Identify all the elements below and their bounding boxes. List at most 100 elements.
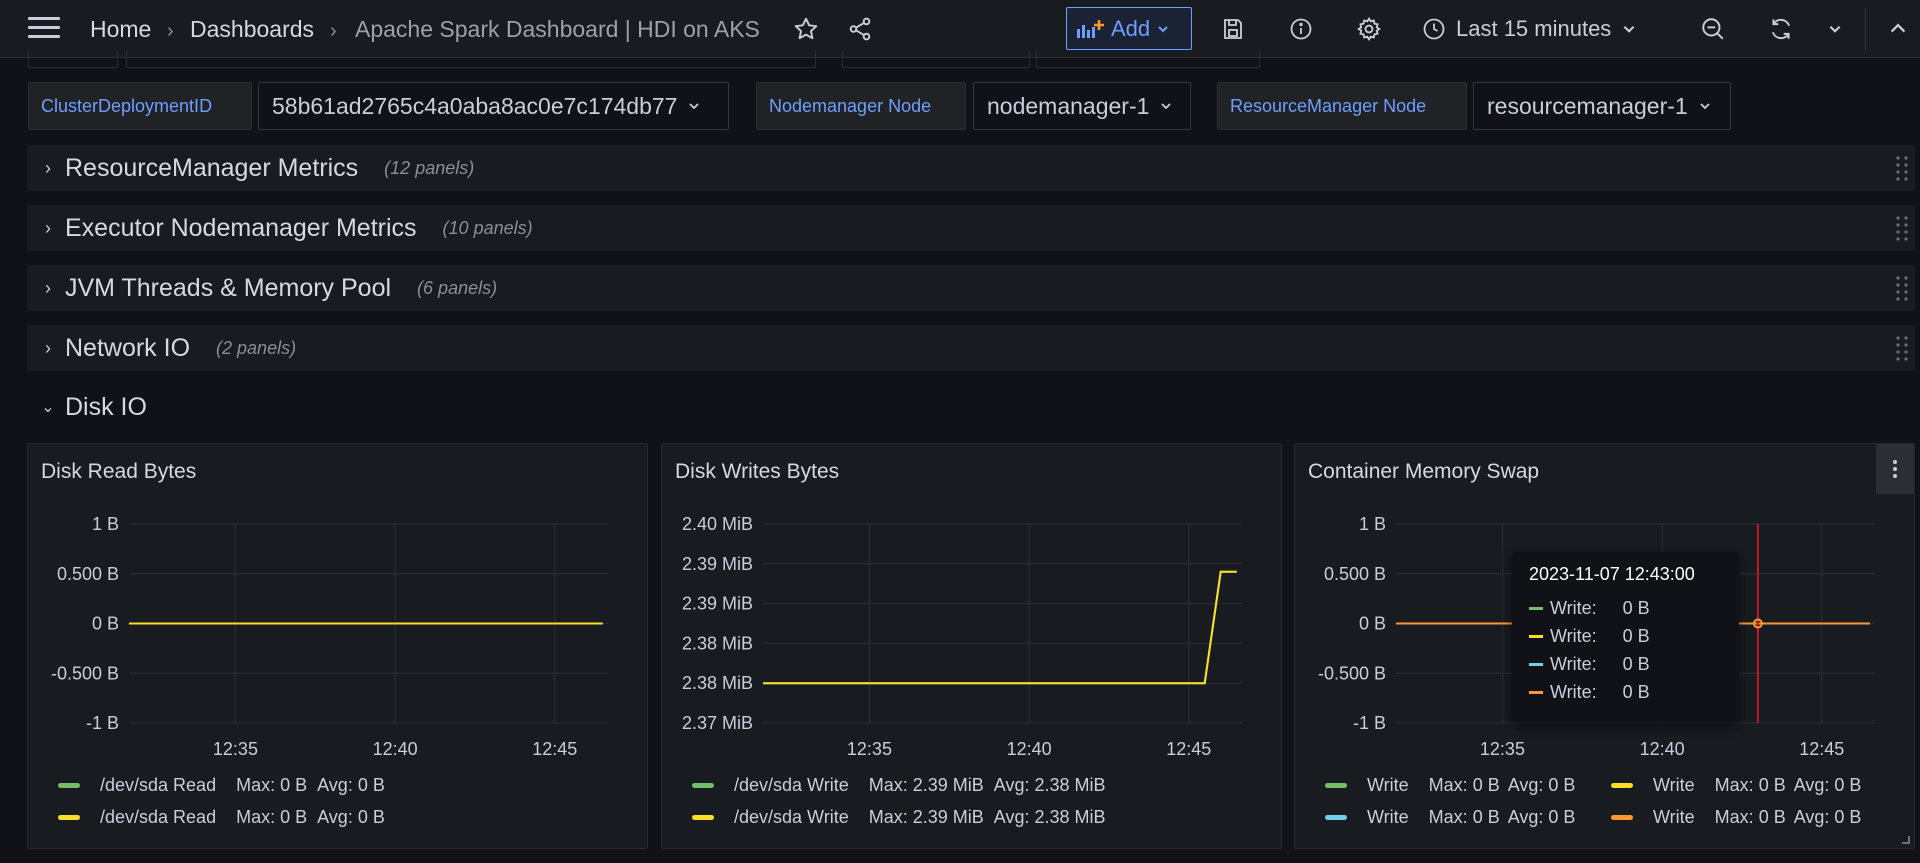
row-title: ResourceManager Metrics (65, 153, 359, 182)
breadcrumb-dashboards[interactable]: Dashboards (190, 16, 315, 42)
collapse-nav-icon[interactable] (1879, 10, 1917, 48)
y-tick-label: 2.40 MiB (682, 514, 753, 534)
y-tick-label: -0.500 B (1318, 663, 1386, 683)
legend-item[interactable]: /dev/sda Write Max: 2.39 MiB Avg: 2.38 M… (692, 775, 1106, 796)
legend-swatch (692, 783, 714, 788)
drag-handle-icon[interactable] (1895, 154, 1909, 184)
variable-label-nodemanager-node: Nodemanager Node (756, 82, 966, 130)
tooltip-swatch (1529, 606, 1543, 610)
legend-series-name: /dev/sda Read (100, 775, 217, 795)
scrolled-variable-edge (126, 50, 816, 68)
row-jvm-threads-memory-pool[interactable]: › JVM Threads & Memory Pool (6 panels) (27, 265, 1915, 311)
legend-max-value: 0 B (1758, 775, 1786, 795)
row-resourcemanager-metrics[interactable]: › ResourceManager Metrics (12 panels) (27, 145, 1915, 191)
scrolled-variable-edge (1036, 50, 1260, 68)
y-tick-label: 1 B (92, 514, 119, 534)
tooltip-value: 0 B (1622, 597, 1650, 618)
time-range-label: Last 15 minutes (1456, 16, 1612, 41)
variable-select-nodemanager-node[interactable]: nodemanager-1 (973, 82, 1191, 130)
legend-swatch (58, 783, 80, 788)
row-disk-io[interactable]: ⌄ Disk IO (27, 384, 1915, 430)
legend-max-label: Max: (868, 775, 913, 795)
refresh-icon[interactable] (1762, 10, 1800, 48)
legend-item[interactable]: /dev/sda Read Max: 0 B Avg: 0 B (58, 807, 385, 828)
legend-series-name: /dev/sda Read (100, 807, 217, 827)
breadcrumb-separator-icon: › (167, 20, 174, 42)
row-executor-nodemanager-metrics[interactable]: › Executor Nodemanager Metrics (10 panel… (27, 205, 1915, 251)
scrolled-variable-edge (842, 50, 1030, 68)
legend-max-label: Max: (1428, 775, 1473, 795)
legend-series-name: /dev/sda Write (734, 775, 849, 795)
chevron-down-icon (1700, 103, 1710, 110)
legend-max-value: 2.39 MiB (912, 807, 984, 827)
legend-item[interactable]: Write Max: 0 B Avg: 0 B (1611, 775, 1861, 796)
refresh-interval-chevron-icon[interactable] (1816, 10, 1854, 48)
drag-handle-icon[interactable] (1895, 334, 1909, 364)
legend-series-name: Write (1653, 775, 1695, 795)
legend-item[interactable]: /dev/sda Read Max: 0 B Avg: 0 B (58, 775, 385, 796)
panel-title: Disk Writes Bytes (675, 460, 840, 483)
menu-icon[interactable] (28, 17, 60, 41)
legend-avg-label: Avg: (317, 807, 358, 827)
chart-tooltip: 2023-11-07 12:43:00 Write: 0 B Write: 0 B … (1512, 552, 1739, 722)
nav-divider (1865, 8, 1866, 50)
tooltip-label: Write: (1550, 625, 1597, 646)
x-tick-label: 12:40 (1640, 739, 1685, 759)
x-tick-label: 12:45 (1166, 739, 1211, 759)
y-tick-label: 2.38 MiB (682, 633, 753, 653)
legend-avg-value: 2.38 MiB (1034, 807, 1106, 827)
row-network-io[interactable]: › Network IO (2 panels) (27, 325, 1915, 371)
legend-avg-value: 0 B (357, 807, 385, 827)
tooltip-row: Write: 0 B (1529, 650, 1722, 678)
legend-avg-value: 0 B (1834, 775, 1862, 795)
legend-avg-label: Avg: (1793, 775, 1835, 795)
legend-max-label: Max: (1714, 807, 1759, 827)
zoom-out-icon[interactable] (1694, 10, 1732, 48)
x-tick-label: 12:35 (213, 739, 258, 759)
chevron-right-icon: › (45, 277, 51, 298)
add-panel-icon (1077, 19, 1104, 38)
page-title: Apache Spark Dashboard | HDI on AKS (355, 16, 760, 42)
tooltip-value: 0 B (1622, 681, 1650, 702)
drag-handle-icon[interactable] (1895, 274, 1909, 304)
legend-avg-label: Avg: (317, 775, 358, 795)
legend-avg-value: 0 B (1548, 807, 1576, 827)
panel-disk-read-bytes: Disk Read Bytes 1 B 0.500 B 0 B -0.500 B -1 … (27, 443, 648, 849)
legend-item[interactable]: Write Max: 0 B Avg: 0 B (1325, 775, 1575, 796)
legend-max-value: 0 B (1472, 807, 1500, 827)
info-icon[interactable] (1282, 10, 1320, 48)
gear-icon[interactable] (1350, 10, 1388, 48)
chevron-down-icon (689, 103, 700, 110)
star-icon[interactable] (787, 10, 825, 48)
save-icon[interactable] (1214, 10, 1252, 48)
y-tick-label: 0.500 B (1324, 564, 1386, 584)
legend-avg-value: 0 B (1834, 807, 1862, 827)
tooltip-row: Write: 0 B (1529, 594, 1722, 622)
variable-select-cluster-deployment-id[interactable]: 58b61ad2765c4a0aba8ac0e7c174db77 (258, 82, 729, 130)
legend-item[interactable]: /dev/sda Write Max: 2.39 MiB Avg: 2.38 M… (692, 807, 1106, 828)
legend-avg-label: Avg: (1793, 807, 1835, 827)
y-tick-label: 2.39 MiB (682, 594, 753, 614)
share-icon[interactable] (841, 10, 879, 48)
x-tick-label: 12:45 (532, 739, 577, 759)
time-range-picker[interactable]: Last 15 minutes (1422, 10, 1637, 48)
chevron-right-icon: › (45, 337, 51, 358)
tooltip-row: Write: 0 B (1529, 622, 1722, 650)
chevron-down-icon (1161, 103, 1172, 110)
breadcrumb-home[interactable]: Home (90, 16, 152, 42)
y-tick-label: 0 B (1359, 614, 1386, 634)
legend-avg-value: 0 B (1548, 775, 1576, 795)
variable-select-resourcemanager-node[interactable]: resourcemanager-1 (1473, 82, 1731, 130)
tooltip-time: 2023-11-07 12:43:00 (1529, 564, 1695, 584)
legend-item[interactable]: Write Max: 0 B Avg: 0 B (1611, 807, 1861, 828)
y-tick-label: -1 B (1353, 713, 1386, 733)
kebab-menu-icon (1893, 460, 1897, 478)
drag-handle-icon[interactable] (1895, 214, 1909, 244)
row-title: Disk IO (65, 392, 147, 421)
panel-menu-button[interactable] (1876, 444, 1914, 494)
legend-item[interactable]: Write Max: 0 B Avg: 0 B (1325, 807, 1575, 828)
add-button[interactable]: Add (1066, 7, 1192, 50)
legend-max-value: 0 B (1472, 775, 1500, 795)
chevron-down-icon: ⌄ (41, 399, 55, 416)
panel-resize-handle[interactable] (1902, 836, 1910, 844)
